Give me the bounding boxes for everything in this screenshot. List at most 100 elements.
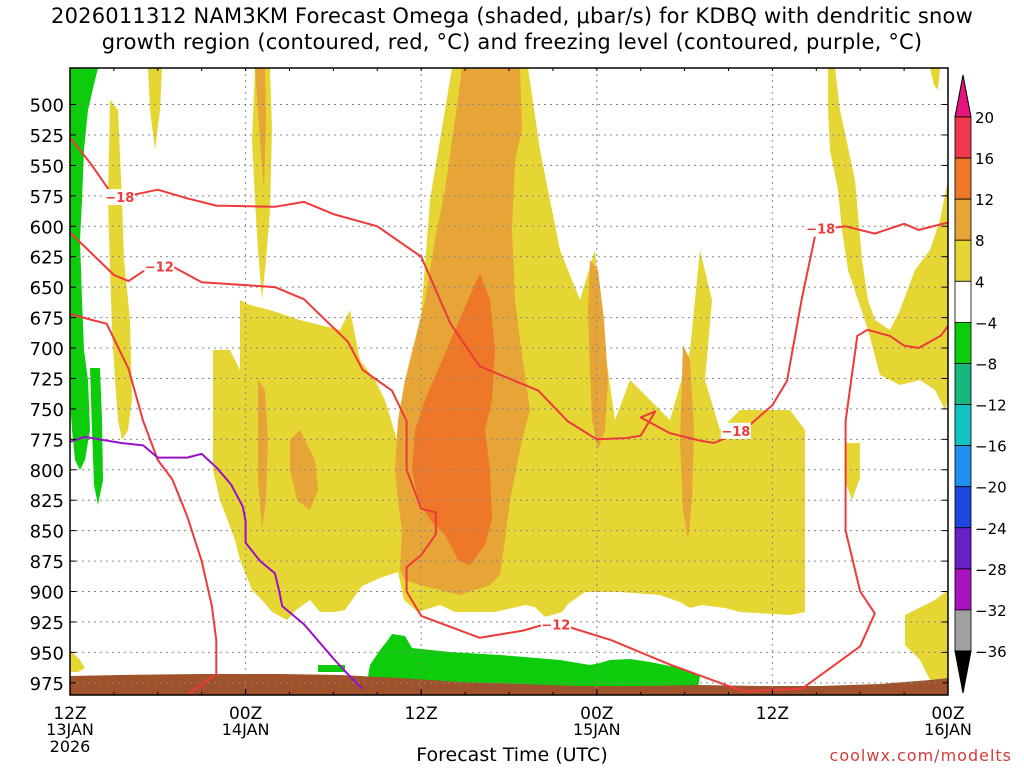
contour-label: −18 xyxy=(105,191,134,206)
colorbar-segment xyxy=(954,609,972,652)
colorbar-top-cap xyxy=(954,74,972,118)
credit-text: coolwx.com/modelts xyxy=(829,746,1012,765)
colorbar-label: 16 xyxy=(975,150,994,168)
colorbar-segment xyxy=(954,486,972,529)
x-axis-label: Forecast Time (UTC) xyxy=(416,744,608,766)
contour-line xyxy=(70,231,948,693)
y-tick-label: 575 xyxy=(30,187,64,208)
contour-label: −18 xyxy=(806,223,835,238)
omega-shade-light-orange xyxy=(258,380,268,530)
y-axis: 500 525 550 575 600 625 650 675 700 725 750 775 800 8… xyxy=(30,96,948,695)
colorbar-label: −32 xyxy=(975,602,1007,620)
colorbar-segment xyxy=(954,116,972,159)
colorbar-label: −24 xyxy=(975,520,1007,538)
y-tick-label: 725 xyxy=(30,369,64,390)
colorbar-label: −8 xyxy=(975,355,997,373)
colorbar-label: −20 xyxy=(975,479,1007,497)
contour-label-background xyxy=(720,422,751,439)
omega-shade-yellow xyxy=(845,443,860,500)
chart-title-line2: growth region (contoured, red, °C) and f… xyxy=(101,30,923,54)
y-tick-label: 525 xyxy=(30,126,64,147)
colorbar-label: −28 xyxy=(975,561,1007,579)
omega-shade-yellow xyxy=(905,590,948,680)
contour-label-background xyxy=(805,220,836,237)
chart-title-line1: 2026011312 NAM3KM Forecast Omega (shaded… xyxy=(51,4,973,28)
contour-line xyxy=(70,136,948,444)
x-tick-label: 12Z xyxy=(756,704,789,724)
omega-shade-yellow xyxy=(828,68,948,410)
y-tick-label: 850 xyxy=(30,522,64,543)
contour-labels: −18 −12 −18 −18 −12 xyxy=(104,189,836,633)
x-tick-date-label: 16JAN xyxy=(924,720,972,739)
omega-shade-light-orange xyxy=(255,68,266,190)
colorbar-segment xyxy=(954,527,972,570)
y-tick-label: 675 xyxy=(30,309,64,330)
colorbar: 20 16 12 8 4 −4 −8 −12 −16 −20 −24 −28 −32 −36 xyxy=(954,74,1007,694)
omega-shade-green xyxy=(318,665,345,672)
contour-label: −12 xyxy=(145,260,174,275)
y-tick-label: 975 xyxy=(30,674,64,695)
colorbar-label: −12 xyxy=(975,397,1007,415)
colorbar-segment xyxy=(954,568,972,611)
omega-shade-green xyxy=(70,68,98,470)
omega-shade-yellow xyxy=(70,650,85,672)
omega-shade-yellow xyxy=(252,68,272,300)
contour-line xyxy=(70,435,364,690)
y-tick-label: 800 xyxy=(30,461,64,482)
colorbar-segment xyxy=(954,280,972,323)
y-tick-label: 925 xyxy=(30,613,64,634)
contour-label-background xyxy=(144,258,175,275)
omega-shade-yellow xyxy=(108,100,132,440)
omega-shade-yellow xyxy=(148,68,162,150)
x-tick-label: 00Z xyxy=(931,704,964,724)
x-tick-date-label: 13JAN xyxy=(46,720,94,739)
omega-shade-light-orange xyxy=(680,345,694,540)
terrain-surface xyxy=(70,674,948,695)
colorbar-segment xyxy=(954,445,972,488)
colorbar-label: 4 xyxy=(975,273,985,291)
contour-label: −18 xyxy=(721,425,750,440)
contour-label-background xyxy=(104,189,135,206)
omega-shade-green xyxy=(368,634,700,690)
y-tick-label: 950 xyxy=(30,643,64,664)
x-tick-label: 12Z xyxy=(405,704,438,724)
y-tick-label: 775 xyxy=(30,430,64,451)
contour-label-background xyxy=(540,616,571,633)
plot-area: −18 −12 −18 −18 −12 xyxy=(70,68,948,695)
temperature-contours xyxy=(70,136,948,695)
contour-label: −12 xyxy=(541,618,570,633)
y-tick-label: 625 xyxy=(30,248,64,269)
colorbar-segment xyxy=(954,239,972,282)
omega-shading xyxy=(70,68,948,695)
colorbar-label: 8 xyxy=(975,232,985,250)
colorbar-segment xyxy=(954,198,972,241)
omega-shade-orange xyxy=(412,273,495,565)
colorbar-segment xyxy=(954,404,972,447)
y-tick-label: 650 xyxy=(30,278,64,299)
x-tick-label: 00Z xyxy=(580,704,613,724)
y-tick-label: 600 xyxy=(30,217,64,238)
colorbar-label: 20 xyxy=(975,109,994,127)
y-tick-label: 750 xyxy=(30,400,64,421)
omega-shade-yellow xyxy=(930,68,940,90)
x-tick-label: 12Z xyxy=(53,704,86,724)
contour-line xyxy=(70,312,218,695)
y-tick-label: 500 xyxy=(30,96,64,117)
y-tick-label: 900 xyxy=(30,583,64,604)
omega-shade-light-orange xyxy=(588,260,608,450)
colorbar-label: −16 xyxy=(975,438,1007,456)
y-tick-label: 700 xyxy=(30,339,64,360)
colorbar-segment xyxy=(954,157,972,200)
x-tick-date-label: 15JAN xyxy=(573,720,621,739)
omega-shade-green xyxy=(90,368,103,505)
colorbar-bottom-cap xyxy=(954,650,972,694)
colorbar-label: −4 xyxy=(975,314,997,332)
colorbar-label: −36 xyxy=(975,643,1007,661)
colorbar-segment xyxy=(954,321,972,364)
y-tick-label: 825 xyxy=(30,491,64,512)
colorbar-label: 12 xyxy=(975,191,994,209)
x-tick-label: 00Z xyxy=(229,704,262,724)
y-tick-label: 875 xyxy=(30,552,64,573)
